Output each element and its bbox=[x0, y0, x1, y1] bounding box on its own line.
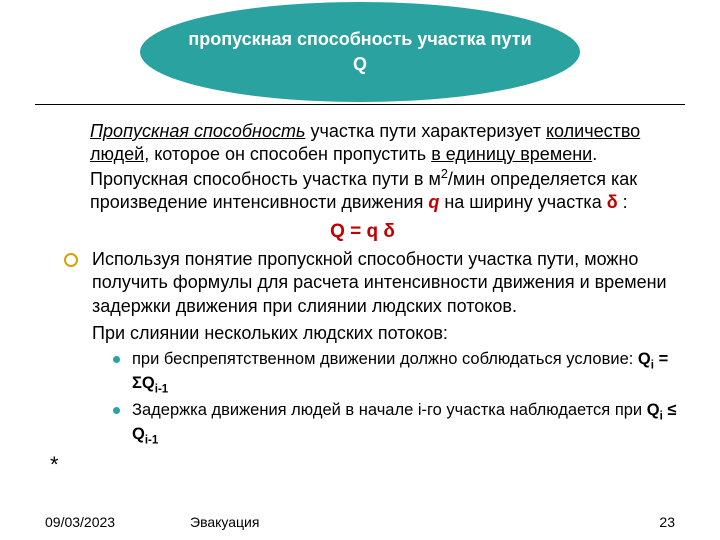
p1-m1: участка пути характеризует bbox=[305, 121, 546, 141]
sub2-f-mid: ≤ bbox=[663, 401, 677, 419]
sub2-f-rhs: Q bbox=[132, 425, 145, 443]
formula: Q = q δ bbox=[40, 220, 685, 244]
title-ellipse: пропускная способность участка пути Q bbox=[140, 2, 580, 102]
content-block: Пропускная способность участка пути хара… bbox=[40, 120, 685, 479]
p1-end: : bbox=[618, 192, 628, 212]
title-line1: пропускная способность участка пути bbox=[188, 27, 531, 52]
footer-title: Эвакуация bbox=[190, 514, 360, 530]
sub2-f-lhs: Q bbox=[647, 401, 660, 419]
sub2-f-rhs-sub: i-1 bbox=[145, 434, 158, 446]
p1-m2: , которое он способен пропустить bbox=[144, 144, 431, 164]
footer-date: 09/03/2023 bbox=[45, 514, 185, 530]
bullet-list-lvl2: при беспрепятственном движении должно со… bbox=[110, 349, 685, 448]
title-underline bbox=[35, 104, 685, 105]
slide: пропускная способность участка пути Q Пр… bbox=[0, 0, 720, 540]
p1-delta: δ bbox=[607, 192, 618, 212]
p1-q: q bbox=[428, 192, 439, 212]
p1-prefix: Пропускная способность bbox=[90, 121, 305, 141]
footer-page: 23 bbox=[659, 514, 675, 530]
sub1-text: при беспрепятственном движении должно со… bbox=[132, 350, 638, 368]
subbullet-1: при беспрепятственном движении должно со… bbox=[110, 349, 685, 397]
sub2-text: Задержка движения людей в начале i-го уч… bbox=[132, 401, 647, 419]
footnote-star: * bbox=[50, 451, 685, 479]
sub1-f-lhs: Q bbox=[638, 350, 651, 368]
paragraph-2: При слиянии нескольких людских потоков: bbox=[92, 322, 685, 345]
p1-sup: 2 bbox=[441, 167, 448, 181]
subbullet-2: Задержка движения людей в начале i-го уч… bbox=[110, 400, 685, 448]
bullet-1-text: Используя понятие пропускной способности… bbox=[92, 249, 667, 315]
title-line2: Q bbox=[353, 52, 367, 77]
sub1-f-rhs: Q bbox=[142, 374, 155, 392]
sub1-f-rhs-sub: i-1 bbox=[155, 383, 168, 395]
bullet-1: Используя понятие пропускной способности… bbox=[58, 248, 685, 317]
p1-u2: в единицу времени bbox=[431, 144, 592, 164]
p1-m5: на ширину участка bbox=[439, 192, 606, 212]
paragraph-1: Пропускная способность участка пути хара… bbox=[90, 120, 685, 214]
bullet-list-lvl1: Используя понятие пропускной способности… bbox=[58, 248, 685, 317]
